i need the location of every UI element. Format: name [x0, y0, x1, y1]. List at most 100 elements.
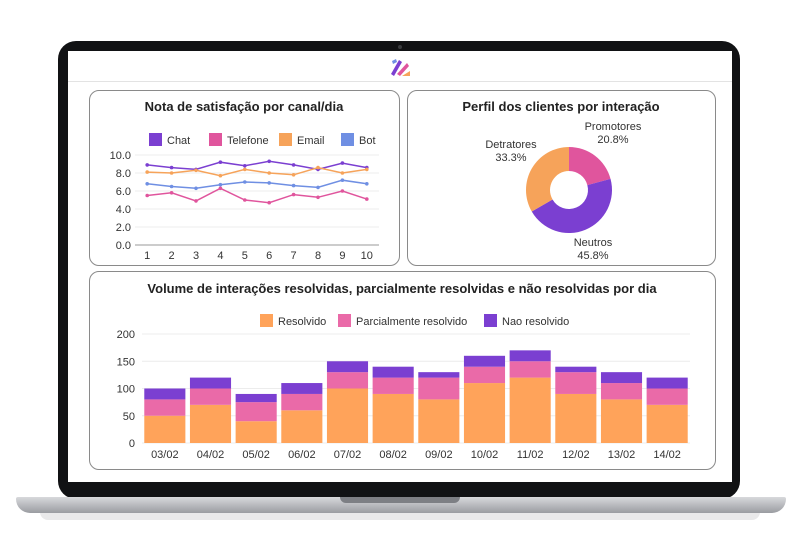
- bar-segment-parcial[interactable]: [281, 393, 323, 411]
- brand-logo-icon[interactable]: [388, 55, 412, 79]
- bar-segment-resolvido[interactable]: [235, 421, 277, 443]
- data-point-email: [365, 167, 369, 172]
- series-line-chat: [147, 160, 367, 171]
- data-point-chat: [340, 161, 345, 165]
- bar-segment-nao[interactable]: [144, 388, 186, 400]
- legend-swatch-bar-1[interactable]: [338, 314, 351, 327]
- donut-label-value-detratores: 33.3%: [495, 152, 526, 164]
- data-point-bot: [218, 182, 223, 187]
- bar-segment-nao[interactable]: [372, 366, 414, 378]
- bar-segment-parcial[interactable]: [600, 383, 643, 400]
- bar-segment-resolvido[interactable]: [372, 393, 414, 443]
- x-tick-label: 6: [266, 250, 272, 262]
- data-point-bot: [169, 184, 174, 189]
- bar-segment-resolvido[interactable]: [144, 415, 186, 443]
- data-point-telefone: [365, 197, 369, 201]
- bar-segment-resolvido[interactable]: [189, 404, 232, 443]
- volume-panel: Volume de interações resolvidas, parcial…: [89, 271, 716, 470]
- data-point-bot: [316, 185, 320, 190]
- data-point-bot: [365, 182, 369, 186]
- x-tick-label: 9: [339, 250, 345, 262]
- bar-segment-resolvido[interactable]: [463, 383, 506, 443]
- legend-swatch-email[interactable]: [279, 133, 292, 146]
- bar-segment-resolvido[interactable]: [418, 399, 460, 443]
- bar-segment-nao[interactable]: [418, 372, 460, 378]
- x-tick-label: 3: [193, 250, 199, 262]
- bar-segment-parcial[interactable]: [418, 377, 460, 400]
- donut-slice-promotores[interactable]: [569, 147, 611, 186]
- bar-segment-nao[interactable]: [281, 383, 323, 394]
- bar-segment-parcial[interactable]: [189, 388, 232, 405]
- data-point-telefone: [316, 195, 320, 200]
- data-point-bot: [194, 186, 198, 191]
- x-tick-label: 2: [169, 250, 175, 262]
- data-point-telefone: [267, 200, 271, 205]
- data-point-bot: [267, 181, 271, 185]
- x-tick-label: 11/02: [517, 449, 544, 461]
- bar-segment-nao[interactable]: [555, 366, 597, 373]
- bar-segment-resolvido[interactable]: [600, 399, 643, 443]
- bar-segment-parcial[interactable]: [326, 372, 369, 389]
- data-point-chat: [169, 165, 174, 170]
- bar-segment-nao[interactable]: [189, 377, 232, 389]
- laptop-shadow: [40, 512, 760, 520]
- donut-slice-detratores[interactable]: [526, 147, 569, 212]
- donut-label-name-promotores: Promotores: [585, 121, 642, 133]
- bar-segment-resolvido[interactable]: [326, 388, 369, 444]
- y-tick-label: 200: [117, 329, 135, 341]
- data-point-telefone: [243, 198, 247, 202]
- donut-chart-title: Perfil dos clientes por interação: [462, 99, 659, 114]
- camera: [398, 45, 402, 49]
- data-point-email: [194, 168, 198, 173]
- y-tick-label: 2.0: [116, 222, 131, 234]
- y-tick-label: 8.0: [116, 168, 131, 180]
- x-tick-label: 14/02: [653, 449, 681, 461]
- bar-segment-parcial[interactable]: [235, 402, 277, 422]
- data-point-bot: [243, 180, 247, 184]
- data-point-chat: [218, 160, 223, 164]
- bar-segment-parcial[interactable]: [144, 399, 186, 416]
- x-tick-label: 4: [217, 250, 223, 262]
- bar-segment-parcial[interactable]: [372, 377, 414, 394]
- x-tick-label: 10: [361, 250, 373, 262]
- bar-segment-nao[interactable]: [600, 372, 643, 384]
- donut-slice-neutros[interactable]: [531, 178, 612, 233]
- bar-segment-nao[interactable]: [509, 350, 551, 362]
- bar-segment-resolvido[interactable]: [281, 410, 323, 443]
- bar-segment-nao[interactable]: [463, 355, 506, 367]
- legend-label-email: Email: [297, 135, 325, 147]
- bar-segment-nao[interactable]: [326, 361, 369, 373]
- bar-segment-parcial[interactable]: [555, 372, 597, 394]
- legend-swatch-bot[interactable]: [341, 133, 354, 146]
- bar-segment-parcial[interactable]: [646, 388, 688, 405]
- data-point-email: [169, 171, 174, 175]
- bar-segment-parcial[interactable]: [463, 366, 506, 384]
- x-tick-label: 10/02: [471, 449, 499, 461]
- data-point-chat: [243, 164, 247, 168]
- series-line-telefone: [147, 187, 368, 204]
- laptop-notch: [340, 497, 460, 503]
- bar-segment-nao[interactable]: [235, 393, 277, 403]
- donut-label-value-promotores: 20.8%: [597, 134, 628, 146]
- legend-swatch-bar-2[interactable]: [484, 314, 497, 327]
- bar-segment-resolvido[interactable]: [509, 377, 551, 443]
- legend-swatch-telefone[interactable]: [209, 133, 222, 146]
- bar-segment-resolvido[interactable]: [555, 393, 597, 443]
- donut-label-name-neutros: Neutros: [574, 237, 613, 249]
- legend-swatch-chat[interactable]: [149, 133, 162, 146]
- x-tick-label: 04/02: [197, 449, 225, 461]
- data-point-chat: [145, 163, 149, 167]
- x-tick-label: 06/02: [288, 449, 316, 461]
- data-point-email: [243, 167, 247, 172]
- bar-segment-resolvido[interactable]: [646, 404, 688, 443]
- legend-swatch-bar-0[interactable]: [260, 314, 273, 327]
- data-point-chat: [267, 159, 271, 164]
- bar-segment-nao[interactable]: [646, 377, 688, 389]
- data-point-email: [218, 173, 223, 178]
- legend-label-chat: Chat: [167, 135, 190, 147]
- y-tick-label: 4.0: [116, 204, 131, 216]
- data-point-telefone: [169, 191, 174, 195]
- y-tick-label: 10.0: [110, 150, 131, 162]
- data-point-telefone: [218, 186, 223, 191]
- bar-segment-parcial[interactable]: [509, 361, 551, 378]
